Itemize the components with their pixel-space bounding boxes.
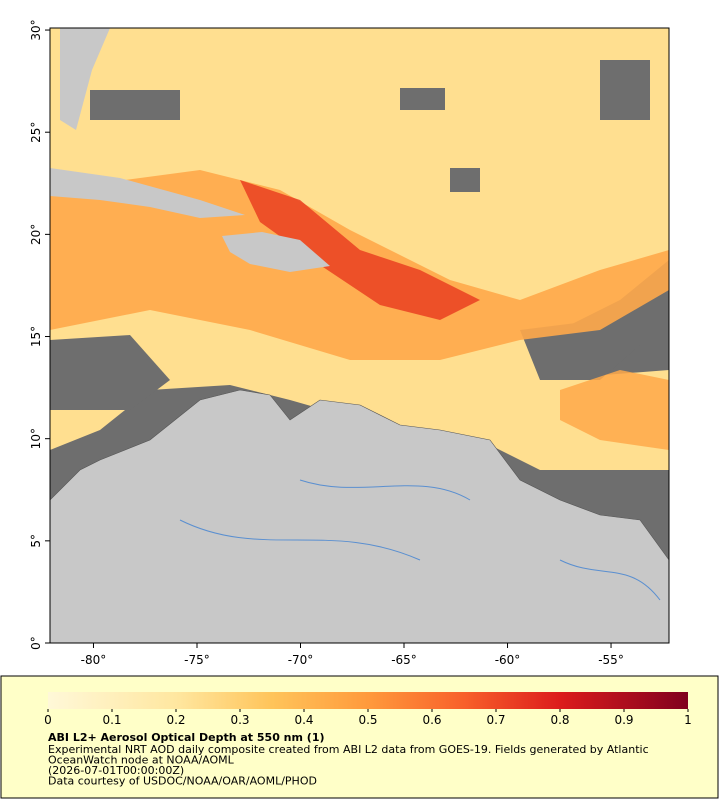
caption-line: Experimental NRT AOD daily composite cre… <box>48 743 649 756</box>
y-tick-label: 20° <box>29 224 43 245</box>
caption-title: ABI L2+ Aerosol Optical Depth at 550 nm … <box>48 731 325 744</box>
caption-line: OceanWatch node at NOAA/AOML <box>48 754 235 767</box>
land <box>50 389 669 643</box>
colorbar-tick-label: 1 <box>684 713 692 727</box>
colorbar <box>48 692 688 709</box>
no-data <box>400 88 445 110</box>
x-tick-label: -55° <box>598 653 624 667</box>
no-data <box>450 168 480 192</box>
colorbar-tick-label: 0.6 <box>422 713 441 727</box>
caption-line: Data courtesy of USDOC/NOAA/OAR/AOML/PHO… <box>48 775 317 788</box>
land <box>222 232 330 272</box>
no-data <box>50 335 170 410</box>
colorbar-tick-label: 0.8 <box>550 713 569 727</box>
aerosol-mid <box>560 370 669 450</box>
river <box>179 479 661 601</box>
colorbar-tick-label: 0.1 <box>102 713 121 727</box>
no-data <box>600 60 650 120</box>
land <box>60 28 110 130</box>
y-tick-label: 25° <box>29 122 43 143</box>
colorbar-tick-label: 0.3 <box>230 713 249 727</box>
map <box>50 28 669 643</box>
aerosol-high <box>240 180 480 320</box>
x-tick-label: -75° <box>184 653 210 667</box>
colorbar-tick-label: 0 <box>44 713 52 727</box>
y-tick-label: 30° <box>29 19 43 40</box>
x-tick-label: -70° <box>288 653 314 667</box>
land <box>50 168 245 218</box>
map-frame <box>49 27 670 644</box>
colorbar-tick-label: 0.7 <box>486 713 505 727</box>
no-data <box>90 90 180 120</box>
x-tick-label: -80° <box>81 653 107 667</box>
y-tick-label: 15° <box>29 326 43 347</box>
colorbar-tick-label: 0.9 <box>614 713 633 727</box>
x-tick-label: -60° <box>495 653 521 667</box>
colorbar-tick-label: 0.2 <box>166 713 185 727</box>
colorbar-tick-label: 0.4 <box>294 713 313 727</box>
caption-line: (2026-07-01T00:00:00Z) <box>48 764 184 777</box>
y-tick-label: 5° <box>29 534 43 548</box>
x-tick-label: -65° <box>391 653 417 667</box>
colorbar-tick-label: 0.5 <box>358 713 377 727</box>
y-tick-label: 0° <box>29 636 43 650</box>
y-tick-label: 10° <box>29 428 43 449</box>
